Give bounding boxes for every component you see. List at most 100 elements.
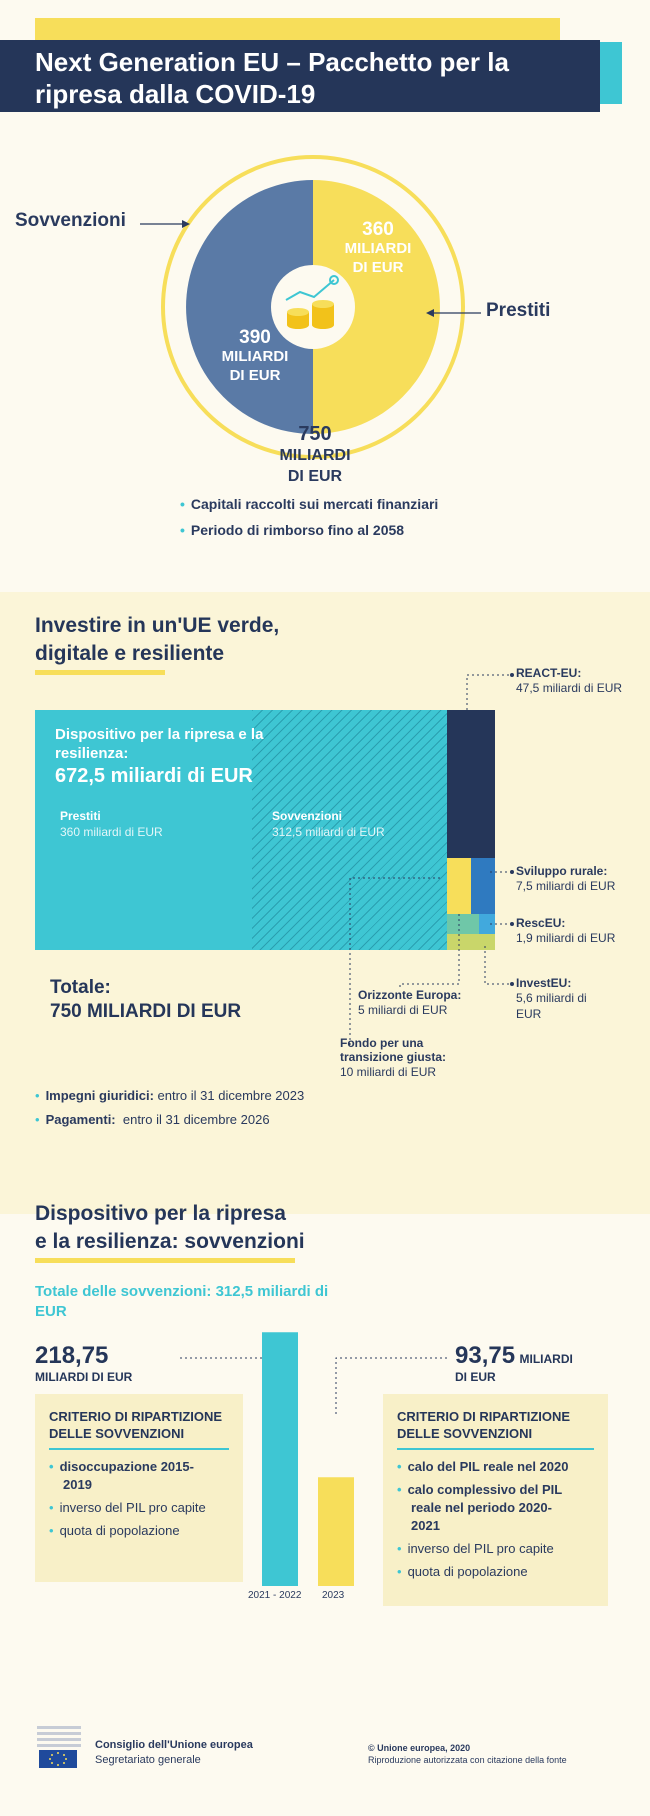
- investeu-annotation: InvestEU: 5,6 miliardi di EUR: [516, 976, 587, 1022]
- footer-copyright: © Unione europea, 2020 Riproduzione auto…: [368, 1742, 567, 1766]
- pay-label: Pagamenti:: [45, 1112, 116, 1127]
- react-eu-block: [447, 710, 495, 858]
- grants-underline: [35, 1258, 295, 1263]
- loans-unit-2: DI EUR: [352, 259, 404, 276]
- commit-value: entro il 31 dicembre 2023: [153, 1088, 305, 1103]
- right-criteria-rule: [397, 1448, 594, 1450]
- total-unit-1: MILIARDI: [279, 447, 351, 464]
- rrf-loans-block: [35, 710, 252, 950]
- invest-total-value: 750 MILIARDI DI EUR: [50, 1001, 242, 1022]
- grants-title-line-2: e la resilienza: sovvenzioni: [35, 1230, 305, 1253]
- right-criterion-text-3: 2021: [411, 1518, 440, 1533]
- rrf-label-2: resilienza:: [55, 745, 129, 762]
- bar-2023: [318, 1477, 354, 1586]
- invest-total-label: Totale:: [50, 977, 111, 998]
- investeu-value-2: EUR: [516, 1007, 542, 1021]
- left-criterion: • inverso del PIL pro capite: [49, 1500, 206, 1515]
- bar-left-label: 2021 - 2022: [248, 1590, 302, 1601]
- grants-title-line-1: Dispositivo per la ripresa: [35, 1202, 286, 1225]
- rrf-loans-value: 360 miliardi di EUR: [60, 825, 163, 839]
- grants-label: Sovvenzioni: [15, 210, 126, 231]
- left-criterion-text: quota di popolazione: [59, 1523, 180, 1538]
- rrf-grants-label: Sovvenzioni 312,5 miliardi di EUR: [272, 808, 385, 840]
- council-logo-icon: [37, 1726, 81, 1768]
- pay-value: entro il 31 dicembre 2026: [115, 1112, 270, 1127]
- footer-org: Consiglio dell'Unione europea Segretaria…: [95, 1738, 253, 1768]
- total-amount: 750: [298, 423, 332, 445]
- right-criterion-text-2: reale nel periodo 2020-: [411, 1500, 552, 1515]
- resceu-label: RescEU:: [516, 916, 566, 930]
- header-bar: [0, 40, 600, 112]
- bar-2021-2022: [262, 1332, 298, 1586]
- right-amount-block: 93,75 MILIARDI DI EUR: [455, 1342, 573, 1384]
- footer-org-2: Segretariato generale: [95, 1754, 201, 1766]
- total-unit-2: DI EUR: [287, 468, 343, 485]
- resceu-block: [479, 914, 495, 934]
- annotation-lines: [349, 673, 514, 1046]
- grants-unit-1: MILIARDI: [221, 348, 289, 365]
- jtf-value: 10 miliardi di EUR: [340, 1065, 437, 1079]
- loans-label: Prestiti: [486, 300, 551, 321]
- investeu-label: InvestEU:: [516, 976, 572, 990]
- left-criteria-box: CRITERIO DI RIPARTIZIONE DELLE SOVVENZIO…: [35, 1394, 243, 1582]
- grants-total: Totale delle sovvenzioni: 312,5 miliardi…: [35, 1282, 328, 1322]
- rrf-loans-title: Prestiti: [60, 809, 101, 823]
- right-criteria-list: • calo del PIL reale nel 2020 • calo compl…: [383, 1450, 608, 1589]
- left-criterion-text: disoccupazione 2015-: [59, 1459, 194, 1474]
- left-criteria-list: • disoccupazione 2015- 2019 • inverso del P…: [35, 1450, 243, 1548]
- left-crit-title-2: DELLE SOVVENZIONI: [49, 1426, 185, 1441]
- react-eu-value: 47,5 miliardi di EUR: [516, 681, 623, 695]
- grants-bar-chart: [180, 1332, 450, 1586]
- horizon-block: [447, 858, 471, 914]
- invest-total: Totale: 750 MILIARDI DI EUR: [50, 976, 241, 1024]
- overview-bullet-text: Capitali raccolti sui mercati finanziari: [190, 496, 439, 512]
- rrf-label-1: Dispositivo per la ripresa e la: [55, 726, 264, 743]
- left-criterion-text: inverso del PIL pro capite: [59, 1500, 206, 1515]
- overview-bullet: • Periodo di rimborso fino al 2058: [180, 522, 405, 538]
- loans-unit-1: MILIARDI: [344, 240, 412, 257]
- invest-title: Investire in un'UE verde, digitale e res…: [35, 612, 279, 668]
- left-unit: MILIARDI DI EUR: [35, 1370, 133, 1384]
- right-unit-2: DI EUR: [455, 1370, 496, 1384]
- rural-label: Sviluppo rurale:: [516, 864, 608, 878]
- bar-right-label: 2023: [322, 1590, 345, 1601]
- react-eu-label: REACT-EU:: [516, 666, 582, 680]
- rural-block: [471, 858, 495, 914]
- right-criteria-title: CRITERIO DI RIPARTIZIONE DELLE SOVVENZIO…: [383, 1394, 608, 1442]
- rrf-loans-label: Prestiti 360 miliardi di EUR: [60, 808, 163, 840]
- right-amount: 93,75: [455, 1342, 516, 1369]
- horizon-annotation: Orizzonte Europa: 5 miliardi di EUR: [358, 988, 461, 1018]
- left-criteria-rule: [49, 1448, 229, 1450]
- left-amount: 218,75: [35, 1342, 109, 1369]
- horizon-value: 5 miliardi di EUR: [358, 1003, 448, 1017]
- invest-title-line-2: digitale e resiliente: [35, 642, 225, 665]
- right-criterion: • quota di popolazione: [397, 1564, 528, 1579]
- footer: [0, 1700, 650, 1816]
- jtf-label-2: transizione giusta:: [340, 1050, 447, 1064]
- rrf-label: Dispositivo per la ripresa e la resilien…: [55, 725, 285, 789]
- jtf-label-1: Fondo per una: [340, 1036, 424, 1050]
- grants-total-1: Totale delle sovvenzioni: 312,5 miliardi…: [35, 1283, 329, 1300]
- grants-title: Dispositivo per la ripresa e la resilien…: [35, 1200, 305, 1256]
- commit-bullet: • Impegni giuridici: entro il 31 dicembre…: [35, 1088, 305, 1103]
- left-criterion: • disoccupazione 2015- 2019: [49, 1458, 229, 1494]
- left-criterion: • quota di popolazione: [49, 1523, 180, 1538]
- right-crit-title-1: CRITERIO DI RIPARTIZIONE: [397, 1409, 571, 1424]
- footer-org-1: Consiglio dell'Unione europea: [95, 1739, 253, 1751]
- grants-amount: 390: [239, 327, 271, 348]
- title-underline: [35, 670, 165, 675]
- grants-total-2: EUR: [35, 1303, 67, 1320]
- commit-label: Impegni giuridici:: [45, 1088, 154, 1103]
- pay-bullet: • Pagamenti: entro il 31 dicembre 2026: [35, 1112, 270, 1127]
- left-crit-title-1: CRITERIO DI RIPARTIZIONE: [49, 1409, 223, 1424]
- rrf-grants-value: 312,5 miliardi di EUR: [272, 825, 385, 839]
- right-criterion: • calo complessivo del PIL reale nel perio…: [397, 1481, 594, 1535]
- jtf-block: [447, 914, 479, 934]
- loans-arrow: [426, 309, 481, 317]
- rrf-amount: 672,5 miliardi di EUR: [55, 765, 253, 787]
- left-criterion-text-2: 2019: [63, 1477, 92, 1492]
- overview-bullet-text: Periodo di rimborso fino al 2058: [190, 522, 405, 538]
- invest-title-line-1: Investire in un'UE verde,: [35, 614, 280, 637]
- grants-half: [186, 180, 313, 434]
- react-eu-annotation: REACT-EU: 47,5 miliardi di EUR: [516, 666, 622, 696]
